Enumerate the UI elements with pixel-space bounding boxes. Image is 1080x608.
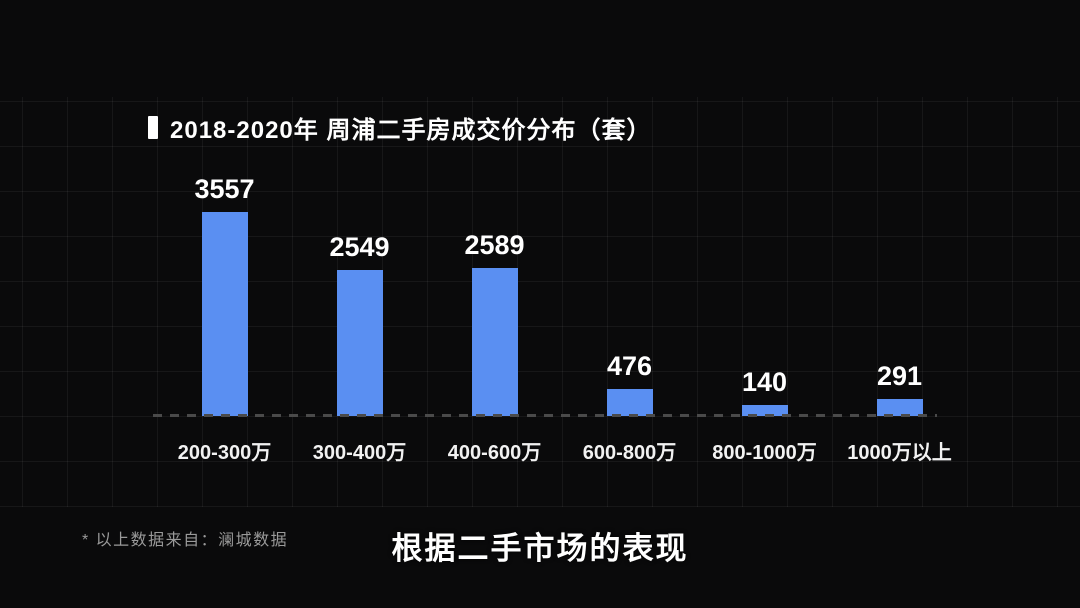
chart-title: 2018-2020年 周浦二手房成交价分布（套）: [170, 117, 652, 144]
bar-group: 2589 400-600万: [427, 230, 563, 465]
bar-category-label: 600-800万: [582, 442, 677, 464]
bar: [471, 268, 518, 416]
bar-value-label: 476: [606, 351, 653, 381]
bar-value-label: 2589: [464, 230, 525, 260]
bar: [741, 405, 788, 416]
bar-category-label: 300-400万: [312, 442, 407, 464]
title-marker-icon: [148, 116, 158, 139]
source-note: * 以上数据来自：澜城数据: [82, 532, 289, 549]
bar-group: 291 1000万以上: [832, 361, 968, 465]
bar-group: 476 600-800万: [562, 351, 698, 465]
bar-category-label: 200-300万: [177, 442, 272, 464]
bar-value-label: 3557: [194, 174, 255, 204]
caption-subtitle: 根据二手市场的表现: [391, 531, 689, 566]
bar-group: 140 800-1000万: [697, 367, 833, 465]
baseline-dashed: [153, 414, 937, 417]
bar: [876, 399, 923, 416]
bar: [606, 389, 653, 416]
chart-title-row: 2018-2020年 周浦二手房成交价分布（套）: [148, 110, 651, 145]
bar-value-label: 291: [876, 361, 923, 391]
bar-value-label: 140: [741, 367, 788, 397]
bar-group: 3557 200-300万: [157, 174, 293, 465]
grid-background: [0, 97, 1080, 507]
bar: [336, 270, 383, 416]
bar-value-label: 2549: [329, 232, 390, 262]
bar-category-label: 800-1000万: [712, 442, 817, 464]
bar-category-label: 1000万以上: [847, 442, 952, 464]
bar-group: 2549 300-400万: [292, 232, 428, 465]
bar: [201, 212, 248, 416]
bar-category-label: 400-600万: [447, 442, 542, 464]
